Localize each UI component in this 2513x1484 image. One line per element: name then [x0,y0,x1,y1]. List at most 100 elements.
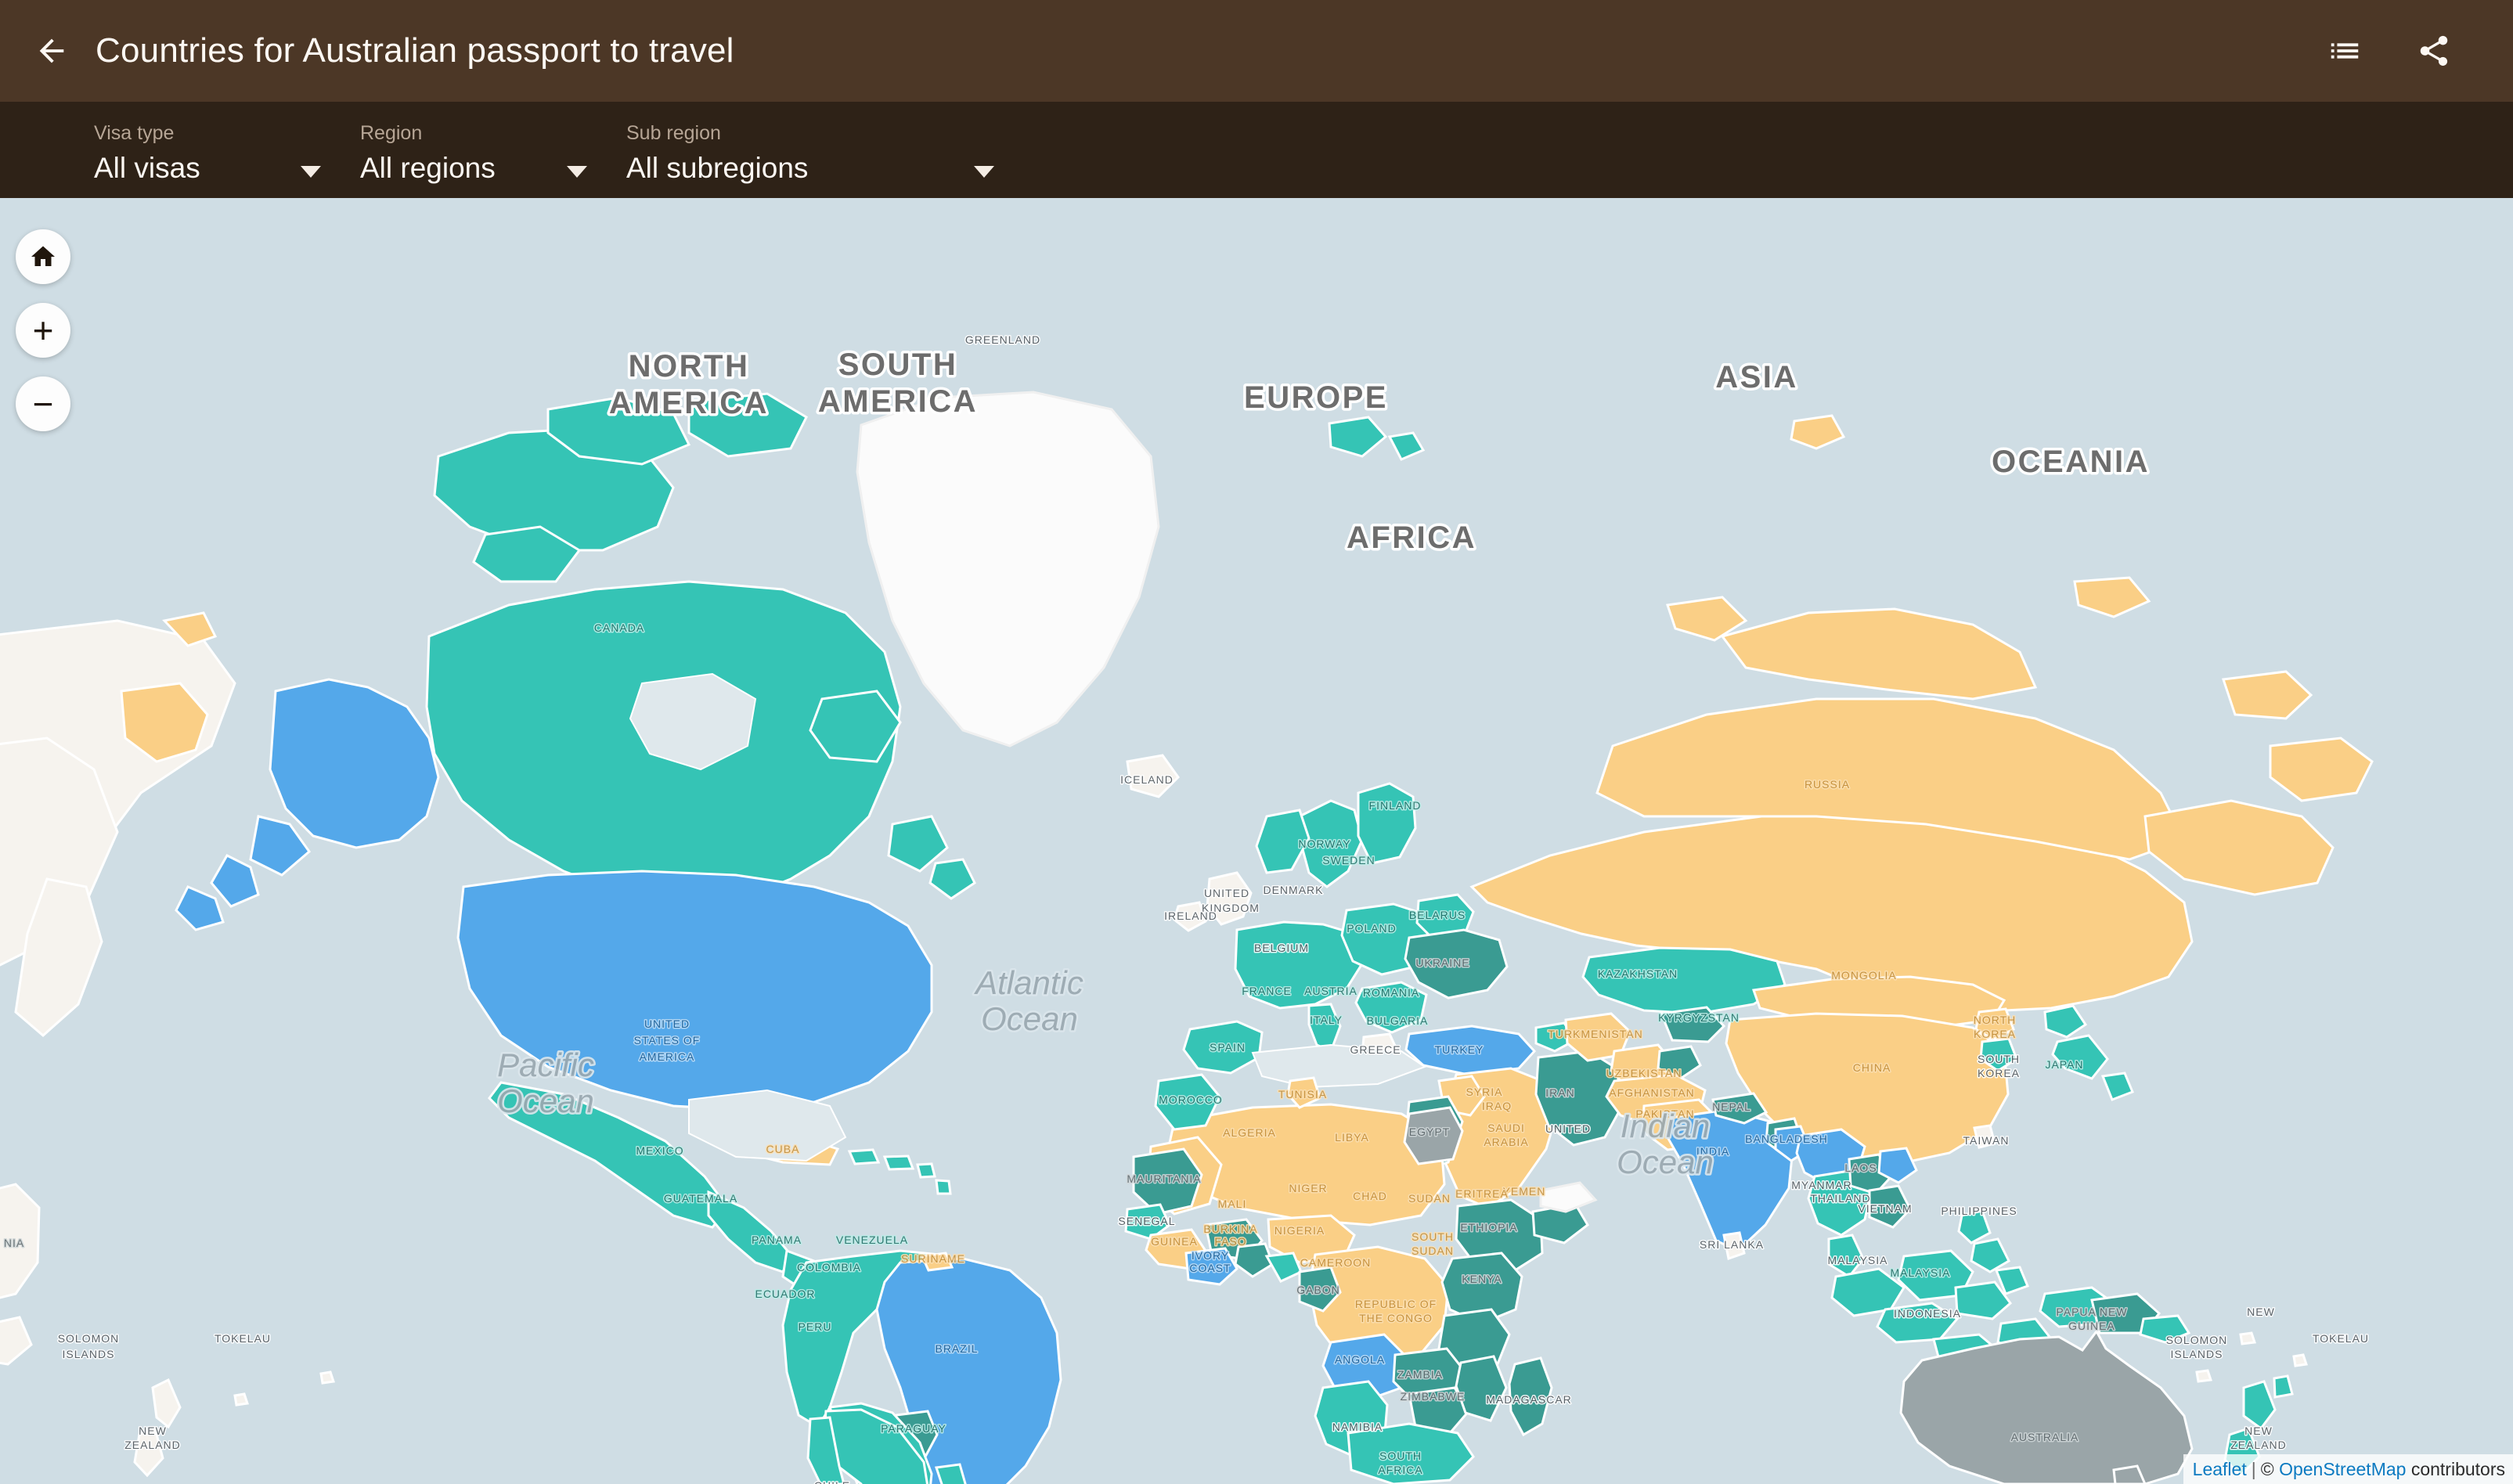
map-country-label: SOLOMON [2166,1334,2228,1346]
map-country-label: POLAND [1347,922,1397,935]
map-country-label: CANADA [594,621,644,634]
map-country-label: BURKINA [1203,1223,1257,1235]
map-country-label: IVORY [1192,1249,1229,1262]
filter-sub-region-row[interactable]: All subregions [626,151,994,186]
map-country-label: NAMIBIA [1332,1421,1383,1433]
map-country-label: IRAQ [1482,1100,1512,1112]
map-country-label: CHAD [1353,1190,1387,1202]
map-country-label: ZIMBABWE [1401,1390,1466,1403]
map-country-label: IRELAND [1164,909,1217,922]
map-country-label: AUSTRALIA [2011,1431,2079,1443]
map-ocean-label: Ocean [981,1000,1078,1037]
map-country-label: SAUDI [1487,1122,1525,1134]
map-country-label: PANAMA [752,1234,802,1246]
map-country-label: ETHIOPIA [1460,1221,1517,1234]
zoom-in-button[interactable]: + [16,303,70,358]
map-continent-label: EUROPE [1244,380,1388,415]
filter-visa-type-label: Visa type [94,122,175,144]
map-country-label: TUNISIA [1278,1088,1327,1100]
map-country-label: CHINA [1853,1061,1891,1074]
map-canvas[interactable]: .c-teal { fill:#35c4b5; stroke:#ffffff; … [0,198,2513,1484]
map-country-label: ISLANDS [2171,1348,2223,1360]
map-country-label: NEW [139,1425,167,1437]
map-country-label: BULGARIA [1367,1014,1429,1027]
map-country-label: UZBEKISTAN [1606,1067,1682,1079]
list-view-button[interactable] [2317,23,2372,78]
map-country-label: GUATEMALA [664,1192,737,1205]
map-country-label: ISLANDS [63,1348,115,1360]
map-country-label: CAMEROON [1300,1256,1371,1269]
map-country-label: ZAMBIA [1397,1368,1443,1381]
map-country-label: ZEALAND [2230,1439,2287,1451]
map-continent-label: AMERICA [818,384,978,419]
map-country-label: SOLOMON [58,1332,120,1345]
map-country-label: ZEALAND [124,1439,181,1451]
map-country-label: ANGOLA [1335,1353,1385,1366]
openstreetmap-link[interactable]: OpenStreetMap [2279,1459,2407,1479]
chevron-down-icon[interactable] [301,165,321,178]
filter-sub-region-value: All subregions [626,152,809,184]
map-country-label: NORWAY [1298,837,1350,850]
map-country-label: KOREA [1974,1028,2016,1040]
map-country-label: TAIWAN [1963,1134,2010,1147]
chevron-down-icon[interactable] [567,165,587,178]
map-country-label: KYRGYZSTAN [1658,1011,1740,1024]
map-country-label: NEPAL [1712,1100,1751,1113]
filter-visa-type[interactable]: Visa type All visas [94,102,321,198]
chevron-down-icon[interactable] [974,165,994,178]
map-country-label: NIGERIA [1275,1224,1325,1237]
leaflet-link[interactable]: Leaflet [2192,1459,2247,1479]
map-continent-label: ASIA [1715,360,1798,394]
arrow-left-icon [39,38,64,63]
map-country-label: LIBYA [1335,1131,1369,1144]
map-country-label: PAKISTAN [1635,1108,1694,1120]
map-country-label: SWEDEN [1322,854,1375,866]
map-continent-label: SOUTH [838,348,958,382]
map-country-label: MOROCCO [1159,1093,1223,1106]
home-button[interactable] [16,229,70,284]
filter-sub-region[interactable]: Sub region All subregions [626,102,994,198]
map-ocean-label: Atlantic [973,964,1083,1001]
map-country-label: ITALY [1310,1014,1343,1026]
filter-visa-type-row[interactable]: All visas [94,151,321,186]
map-ocean-label: Pacific [497,1046,594,1083]
map-country-label: MALI [1218,1198,1247,1210]
map-country-label: SENEGAL [1118,1215,1175,1227]
filter-region-row[interactable]: All regions [360,151,587,186]
map-country-label: ERITREA [1455,1187,1509,1200]
map-country-label: IRAN [1545,1086,1574,1099]
world-choropleth-map[interactable]: .c-teal { fill:#35c4b5; stroke:#ffffff; … [0,198,2513,1484]
share-button[interactable] [2407,23,2461,78]
map-country-label: SPAIN [1210,1041,1246,1054]
map-country-label: YEMEN [1503,1185,1546,1198]
copyright-symbol: © [2260,1459,2280,1479]
map-country-label: STATES OF [634,1034,701,1046]
filter-region[interactable]: Region All regions [360,102,587,198]
map-continent-label: NORTH [629,349,750,384]
zoom-out-button[interactable]: − [16,376,70,431]
map-country-label: MONGOLIA [1831,969,1896,982]
filter-region-value: All regions [360,152,496,184]
map-country-label: EGYPT [1409,1126,1450,1138]
back-button[interactable] [23,23,80,79]
map-country-label: MALAYSIA [1828,1254,1888,1266]
map-country-label: AMERICA [640,1050,695,1063]
map-country-label: SOUTH [1412,1230,1454,1243]
map-country-label: UKRAINE [1415,956,1469,969]
map-country-label: MADAGASCAR [1486,1393,1572,1406]
map-country-label: THE CONGO [1359,1312,1433,1324]
filter-visa-type-value: All visas [94,152,200,184]
map-country-label: COLOMBIA [797,1261,861,1273]
map-country-label: UNITED [644,1018,690,1030]
map-country-label: SURINAME [901,1252,965,1265]
map-country-label: SRI LANKA [1700,1238,1764,1251]
map-country-label: FASO [1214,1235,1246,1248]
map-country-labels: GREENLAND CANADA UNITED STATES OF AMERICA MEX… [2,333,2369,1484]
map-country-label: RUSSIA [1805,778,1850,791]
filter-bar: Visa type All visas Region All regions S… [0,102,2513,198]
map-country-label: MAURITANIA [1127,1172,1201,1185]
map-continent-label: OCEANIA [1992,445,2150,479]
